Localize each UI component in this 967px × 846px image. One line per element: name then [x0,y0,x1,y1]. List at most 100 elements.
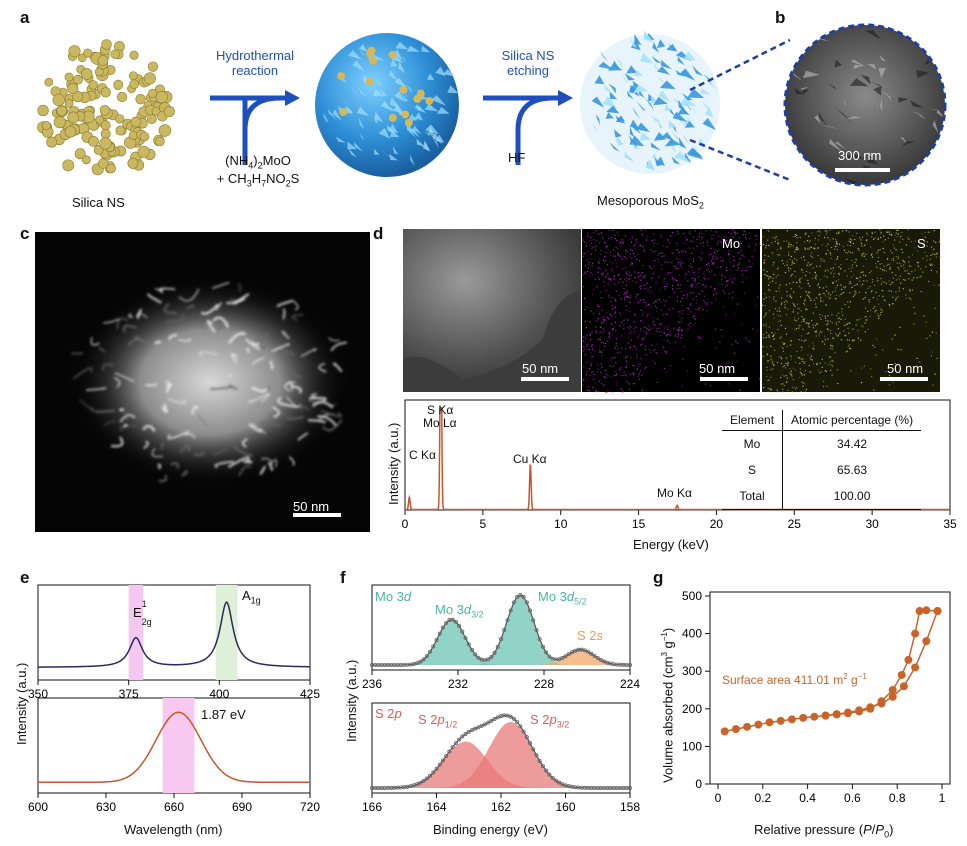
map-dot [593,373,596,376]
map-dot [807,291,810,293]
map-dot [784,327,787,330]
map-dot [597,261,600,263]
map-dot [804,361,806,363]
map-dot [721,260,724,262]
map-dot [762,304,764,306]
map-dot [860,284,862,287]
map-dot [860,239,862,241]
sem-grain [943,74,945,83]
map-dot [803,382,805,384]
map-dot [816,323,819,325]
xps-point [428,649,433,654]
map-dot [698,272,700,274]
xps-point [515,594,520,599]
map-dot [861,283,864,285]
map-dot [748,341,750,343]
map-dot [819,293,821,295]
map-dot [873,389,875,391]
map-dot [697,282,700,285]
map-dot [885,270,887,272]
map-dot [609,296,611,299]
map-dot [807,294,809,296]
map-dot [582,379,585,381]
map-dot [768,379,770,381]
silica-particle [67,111,80,124]
map-dot [686,294,688,296]
map-dot [584,336,586,338]
mos2-flake [657,120,662,129]
map-dot [938,284,940,286]
map-dot [865,316,867,318]
isotherm-point [776,716,785,725]
map-dot [711,235,713,237]
map-dot [582,336,584,338]
map-dot [809,239,811,242]
map-dot [653,324,655,326]
map-dot [688,247,691,249]
xps-point [582,648,587,653]
map-dot [664,285,666,287]
map-dot [731,281,733,283]
map-dot [639,329,642,331]
s2s-label: S 2s [577,628,604,643]
map-dot [635,239,637,241]
map-dot [607,282,609,284]
map-dot [689,326,691,328]
isotherm-point [897,670,906,679]
map-dot [626,319,629,321]
map-dot [786,380,788,383]
map-dot [624,348,627,350]
map-dot [648,328,650,331]
map-dot [595,249,597,251]
map-dot [600,330,602,332]
map-dot [897,348,899,350]
map-dot [671,252,673,254]
mos2-flake [422,140,431,152]
mos2-flake [435,66,446,77]
map-dot [722,290,724,292]
map-dot [665,325,667,328]
map-dot [806,294,808,297]
map-dot [698,335,700,337]
map-dot [682,232,685,235]
map-dot [768,230,770,232]
map-dot [614,259,617,261]
map-dot [626,355,628,357]
map-dot [585,245,587,247]
map-dot [838,231,840,233]
sem-grain [790,25,799,32]
map-dot [898,256,900,258]
map-dot [917,265,919,267]
mos2-flake [636,101,646,111]
tem-flake [285,381,293,392]
map-dot [777,243,779,245]
map-dot [901,248,903,250]
panel-label-a: a [20,8,30,27]
map-dot [590,236,592,239]
map-dot [677,232,679,235]
map-dot [896,236,898,238]
spectrum-line [38,711,310,784]
map-dot [707,244,709,246]
map-dot [759,242,761,245]
map-dot [718,284,720,286]
map-dot [902,238,904,241]
map-dot [607,273,609,275]
map-dot [655,330,658,332]
map-dot [801,316,803,318]
map-dot [817,247,819,249]
map-dot [803,362,805,364]
map-dot [633,321,635,323]
map-dot [600,336,602,338]
map-dot [693,278,695,280]
map-dot [679,301,682,303]
map-dot [800,287,802,289]
silica-particle [368,56,377,65]
map-dot [594,350,596,352]
map-dot [605,251,607,254]
map-dot [606,316,609,319]
mos2-flake [671,156,681,165]
map-dot [688,258,690,261]
map-dot [867,287,869,289]
map-dot [681,317,683,319]
